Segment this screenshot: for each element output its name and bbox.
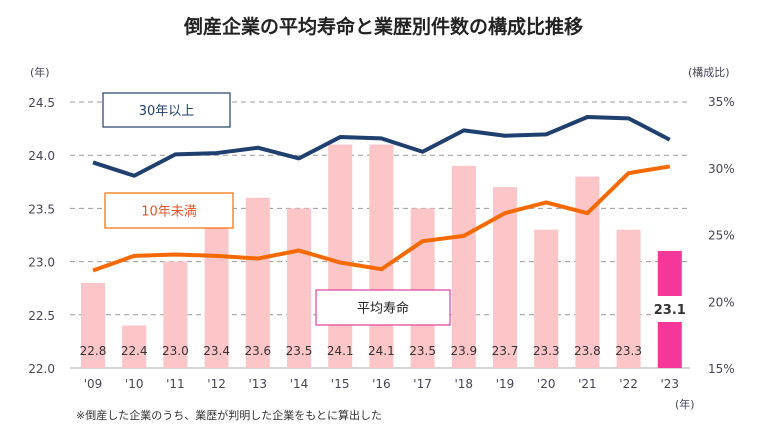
bar bbox=[328, 144, 353, 368]
bar bbox=[204, 219, 229, 368]
footnote: ※倒産した企業のうち、業歴が判明した企業をもとに算出した bbox=[76, 409, 382, 422]
x-tick-label: '10 bbox=[125, 377, 144, 391]
bar bbox=[616, 229, 641, 368]
right-tick-label: 20% bbox=[708, 295, 735, 309]
bar bbox=[369, 144, 394, 368]
x-tick-label: '12 bbox=[207, 377, 226, 391]
bar bbox=[287, 208, 311, 368]
bar-data-label: 23.0 bbox=[162, 344, 189, 358]
x-tick-label: '15 bbox=[331, 377, 350, 391]
bar-data-label: 23.7 bbox=[492, 344, 519, 358]
x-axis-unit: (年) bbox=[675, 397, 695, 411]
left-tick-label: 22.0 bbox=[28, 362, 55, 376]
x-tick-label: '18 bbox=[455, 377, 474, 391]
x-tick-label: '09 bbox=[84, 377, 103, 391]
legend-label: 平均寿命 bbox=[357, 301, 409, 317]
bar bbox=[163, 261, 188, 368]
left-axis-unit: (年) bbox=[30, 65, 50, 79]
x-tick-label: '22 bbox=[619, 377, 638, 391]
chart-title: 倒産企業の平均寿命と業歴別件数の構成比推移 bbox=[183, 16, 583, 38]
left-tick-label: 23.0 bbox=[28, 256, 55, 270]
right-tick-label: 25% bbox=[708, 229, 735, 243]
bar-data-label: 22.8 bbox=[80, 344, 107, 358]
bar bbox=[575, 176, 600, 368]
right-tick-label: 30% bbox=[708, 162, 735, 176]
legend-box bbox=[104, 192, 234, 229]
bar bbox=[451, 165, 476, 368]
left-tick-label: 24.0 bbox=[28, 149, 55, 163]
line-series-under10 bbox=[92, 164, 671, 273]
bar-data-label: 23.4 bbox=[203, 344, 230, 358]
bar bbox=[245, 197, 270, 368]
x-tick-label: '11 bbox=[166, 377, 185, 391]
x-tick-label: '20 bbox=[537, 377, 556, 391]
bar-data-label: 23.5 bbox=[286, 344, 313, 358]
x-tick-label: '23 bbox=[661, 377, 680, 391]
bar-data-label: 23.3 bbox=[615, 344, 642, 358]
x-tick-label: '14 bbox=[290, 377, 309, 391]
right-tick-label: 15% bbox=[708, 362, 735, 376]
x-tick-label: '17 bbox=[413, 377, 432, 391]
bar bbox=[410, 208, 435, 368]
x-tick-label: '13 bbox=[249, 377, 268, 391]
bar bbox=[534, 229, 559, 368]
bar-data-label: 23.8 bbox=[574, 344, 601, 358]
legend-box bbox=[315, 289, 451, 326]
legend-box bbox=[102, 92, 231, 128]
bar-data-label: 23.9 bbox=[450, 344, 477, 358]
left-tick-label: 22.5 bbox=[28, 309, 55, 323]
bar-data-label: 24.1 bbox=[368, 344, 395, 358]
bar-data-label: 23.6 bbox=[244, 344, 271, 358]
left-tick-label: 24.5 bbox=[28, 96, 55, 110]
bar-data-label: 22.4 bbox=[121, 344, 148, 358]
bar bbox=[81, 282, 105, 368]
right-tick-label: 35% bbox=[708, 95, 735, 109]
line-series-over30 bbox=[92, 115, 671, 178]
bar bbox=[122, 325, 147, 368]
legend-label: 10年未満 bbox=[141, 205, 197, 220]
x-tick-label: '16 bbox=[372, 377, 391, 391]
x-tick-label: '19 bbox=[496, 377, 515, 391]
bar-data-label: 23.3 bbox=[533, 344, 560, 358]
left-tick-label: 23.5 bbox=[28, 202, 55, 216]
bar-data-label: 23.1 bbox=[654, 303, 686, 318]
x-tick-label: '21 bbox=[578, 377, 597, 391]
right-axis-unit: (構成比) bbox=[688, 66, 730, 79]
bar-data-label: 23.5 bbox=[409, 344, 436, 358]
legend-label: 30年以上 bbox=[139, 104, 195, 119]
bar-data-label: 24.1 bbox=[327, 344, 354, 358]
data-label-bg bbox=[651, 296, 688, 322]
